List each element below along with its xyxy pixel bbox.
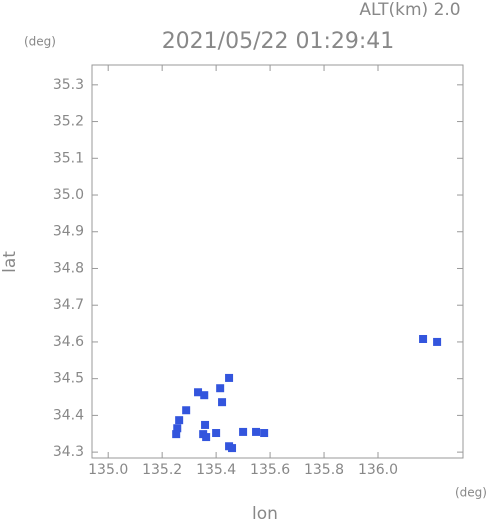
echo-point <box>216 384 225 393</box>
y-tick-label: 34.3 <box>53 444 84 460</box>
x-tick-label: 135.6 <box>250 462 290 478</box>
plot-frame <box>91 64 464 459</box>
x-tick-label: 135.0 <box>88 462 128 478</box>
x-tick-label: 135.4 <box>196 462 236 478</box>
y-tick-label: 34.4 <box>53 407 84 423</box>
y-tick-label: 34.8 <box>53 260 84 276</box>
echo-point <box>173 424 182 433</box>
echo-point <box>228 444 237 453</box>
echo-point <box>433 337 442 346</box>
x-tick-label: 136.0 <box>358 462 398 478</box>
echo-point <box>172 430 181 439</box>
echo-point <box>201 420 210 429</box>
echo-point <box>239 427 248 436</box>
echo-point <box>419 334 428 343</box>
y-tick-label: 34.9 <box>53 224 84 240</box>
echo-point <box>260 429 269 438</box>
y-tick-label: 34.6 <box>53 334 84 350</box>
echo-point <box>212 429 221 438</box>
echo-point <box>182 406 191 415</box>
y-tick-label: 35.2 <box>53 114 84 130</box>
echo-point <box>225 373 234 382</box>
y-tick-label: 34.5 <box>53 371 84 387</box>
altitude-label: ALT(km) 2.0 <box>359 0 460 20</box>
x-tick-label: 135.2 <box>142 462 182 478</box>
y-axis-label: lat <box>0 251 20 273</box>
echo-point <box>194 388 203 397</box>
y-tick-label: 35.3 <box>53 77 84 93</box>
y-tick-label: 34.7 <box>53 297 84 313</box>
x-axis-label: lon <box>252 504 278 521</box>
echo-point <box>200 391 209 400</box>
echo-point <box>252 427 261 436</box>
x-tick-label: 135.8 <box>304 462 344 478</box>
x-unit: (deg) <box>455 486 487 500</box>
echo-point <box>218 398 227 407</box>
y-unit: (deg) <box>24 35 56 49</box>
chart-title: 2021/05/22 01:29:41 <box>162 29 395 54</box>
y-tick-label: 35.0 <box>53 187 84 203</box>
echo-point <box>175 416 184 425</box>
echo-point <box>202 433 211 442</box>
y-tick-label: 35.1 <box>53 150 84 166</box>
